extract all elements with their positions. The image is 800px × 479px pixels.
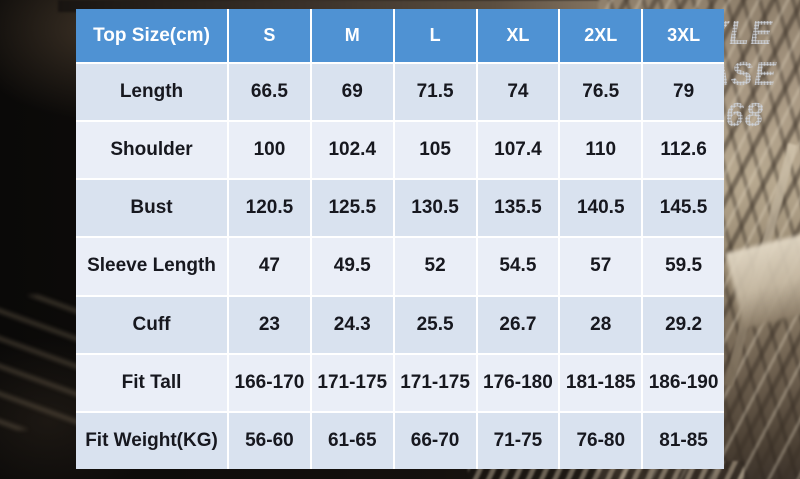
column-header-s: S [229, 9, 310, 62]
value-cell: 47 [229, 238, 310, 295]
row-label: Bust [76, 180, 227, 237]
table-row: Shoulder 100 102.4 105 107.4 110 112.6 [76, 122, 724, 179]
row-label: Fit Weight(KG) [76, 412, 227, 469]
value-cell: 112.6 [643, 122, 724, 179]
value-cell: 23 [229, 296, 310, 353]
value-cell: 76-80 [560, 412, 642, 469]
value-cell: 26.7 [477, 296, 559, 353]
value-cell: 140.5 [560, 180, 642, 237]
value-cell: 54.5 [477, 238, 559, 295]
column-header-2xl: 2XL [560, 9, 642, 62]
column-header-top-size: Top Size(cm) [76, 9, 227, 62]
row-label: Shoulder [76, 122, 227, 179]
value-cell: 79 [643, 64, 724, 121]
value-cell: 57 [560, 238, 642, 295]
row-label: Length [76, 64, 227, 121]
value-cell: 25.5 [394, 296, 476, 353]
column-header-3xl: 3XL [643, 9, 724, 62]
value-cell: 59.5 [643, 238, 724, 295]
value-cell: 61-65 [311, 412, 393, 469]
size-chart-table: Top Size(cm) S M L XL 2XL 3XL Length 66.5… [76, 9, 724, 469]
value-cell: 171-175 [394, 354, 476, 411]
table-row: Bust 120.5 125.5 130.5 135.5 140.5 145.5 [76, 180, 724, 237]
value-cell: 102.4 [311, 122, 393, 179]
table-row: Fit Tall 166-170 171-175 171-175 176-180 181-… [76, 354, 724, 411]
value-cell: 24.3 [311, 296, 393, 353]
value-cell: 71-75 [477, 412, 559, 469]
table-row: Cuff 23 24.3 25.5 26.7 28 29.2 [76, 296, 724, 353]
value-cell: 125.5 [311, 180, 393, 237]
value-cell: 110 [560, 122, 642, 179]
row-label: Sleeve Length [76, 238, 227, 295]
value-cell: 145.5 [643, 180, 724, 237]
value-cell: 100 [229, 122, 310, 179]
row-label: Cuff [76, 296, 227, 353]
value-cell: 135.5 [477, 180, 559, 237]
value-cell: 130.5 [394, 180, 476, 237]
value-cell: 81-85 [643, 412, 724, 469]
value-cell: 105 [394, 122, 476, 179]
value-cell: 107.4 [477, 122, 559, 179]
value-cell: 66.5 [229, 64, 310, 121]
value-cell: 171-175 [311, 354, 393, 411]
value-cell: 28 [560, 296, 642, 353]
value-cell: 76.5 [560, 64, 642, 121]
value-cell: 66-70 [394, 412, 476, 469]
value-cell: 29.2 [643, 296, 724, 353]
value-cell: 52 [394, 238, 476, 295]
value-cell: 71.5 [394, 64, 476, 121]
value-cell: 56-60 [229, 412, 310, 469]
value-cell: 181-185 [560, 354, 642, 411]
table-body: Length 66.5 69 71.5 74 76.5 79 Shoulder 100 102.4… [76, 64, 724, 469]
table-row: Length 66.5 69 71.5 74 76.5 79 [76, 64, 724, 121]
value-cell: 176-180 [477, 354, 559, 411]
value-cell: 186-190 [643, 354, 724, 411]
value-cell: 166-170 [229, 354, 310, 411]
table-row: Fit Weight(KG) 56-60 61-65 66-70 71-75 76-80 8… [76, 412, 724, 469]
value-cell: 74 [477, 64, 559, 121]
column-header-m: M [311, 9, 393, 62]
column-header-l: L [394, 9, 476, 62]
value-cell: 49.5 [311, 238, 393, 295]
value-cell: 69 [311, 64, 393, 121]
column-header-xl: XL [477, 9, 559, 62]
table-row: Sleeve Length 47 49.5 52 54.5 57 59.5 [76, 238, 724, 295]
value-cell: 120.5 [229, 180, 310, 237]
table-header-row: Top Size(cm) S M L XL 2XL 3XL [76, 9, 724, 62]
row-label: Fit Tall [76, 354, 227, 411]
